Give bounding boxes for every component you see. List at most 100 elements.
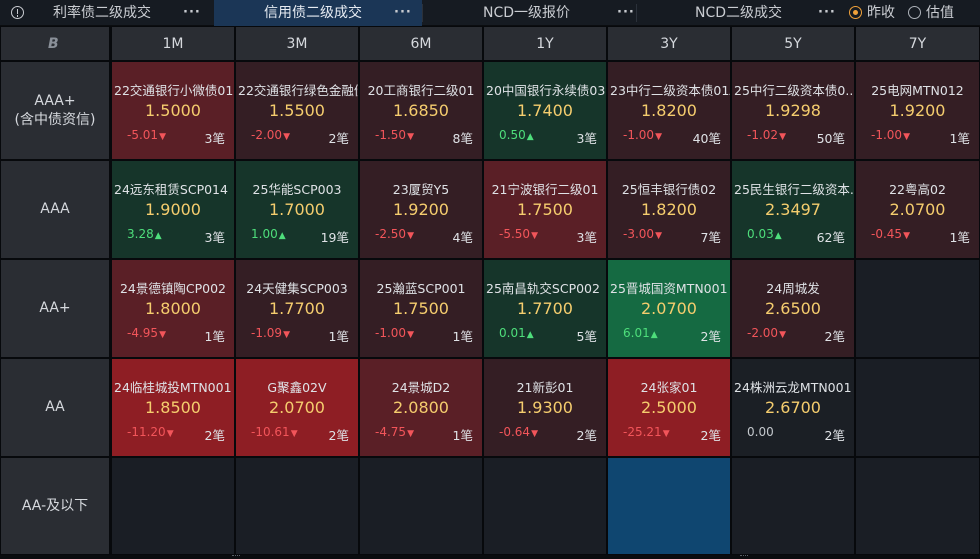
triangle-down-icon: ▼ xyxy=(407,132,414,142)
triangle-up-icon: ▲ xyxy=(526,132,534,142)
column-header-7y[interactable]: 7Y xyxy=(856,27,979,60)
column-header-1y[interactable]: 1Y xyxy=(484,27,606,60)
bond-quote-cell[interactable]: 20中国银行永续债03 1.7400 0.50▲ 3笔 xyxy=(484,62,606,159)
tab-3[interactable]: NCD一级报价 ··· xyxy=(422,0,636,26)
radio-checked-icon[interactable] xyxy=(849,6,862,19)
horizontal-resize-handle[interactable] xyxy=(0,555,980,559)
bond-quote-cell[interactable]: 22交通银行小微债01 1.5000 -5.01▼ 3笔 xyxy=(112,62,234,159)
rating-tenor-matrix: B 1M 3M 6M 1Y 3Y 5Y 7Y AAA+ (含中债资信) 22交通银行小微债01 1.5… xyxy=(0,26,980,555)
tab-4[interactable]: NCD二级成交 ··· xyxy=(636,0,840,26)
radio-unchecked-icon[interactable] xyxy=(908,6,921,19)
bond-quote-cell[interactable]: 20工商银行二级01 1.6850 -1.50▼ 8笔 xyxy=(360,62,482,159)
triangle-down-icon: ▼ xyxy=(407,429,414,439)
bond-name: 24张家01 xyxy=(640,380,698,395)
bond-quote-cell[interactable]: 25民生银行二级资本... 2.3497 0.03▲ 62笔 xyxy=(732,161,854,258)
bond-quote-cell[interactable]: 24张家01 2.5000 -25.21▼ 2笔 xyxy=(608,359,730,456)
triangle-down-icon: ▼ xyxy=(283,132,290,142)
row-header: AA+ xyxy=(1,260,109,357)
bond-quote-cell[interactable]: 24临桂城投MTN001 1.8500 -11.20▼ 2笔 xyxy=(112,359,234,456)
bond-change-value: -1.02 xyxy=(747,128,779,142)
bond-quote-cell[interactable]: 22粤高02 2.0700 -0.45▼ 1笔 xyxy=(856,161,979,258)
row-header-label: AA-及以下 xyxy=(21,497,89,514)
bond-change-value: 0.00 xyxy=(747,425,774,439)
column-header-5y[interactable]: 5Y xyxy=(732,27,854,60)
column-header-3m[interactable]: 3M xyxy=(236,27,358,60)
tab-2[interactable]: 信用债二级成交 ··· xyxy=(214,0,422,26)
trade-count: 50笔 xyxy=(816,131,845,146)
trade-count: 1笔 xyxy=(949,230,970,245)
tab-more-icon[interactable]: ··· xyxy=(617,5,635,20)
bond-change-value: -3.00 xyxy=(623,227,655,241)
bond-quote-cell[interactable]: 24株洲云龙MTN001 2.6700 0.00 2笔 xyxy=(732,359,854,456)
bond-change: 1.00▲ xyxy=(251,227,286,241)
bond-change-value: -1.00 xyxy=(375,326,407,340)
app-logo-icon: B xyxy=(48,36,59,52)
bond-rate: 1.7500 xyxy=(517,200,573,219)
column-header-1m[interactable]: 1M xyxy=(112,27,234,60)
bond-rate: 1.9200 xyxy=(889,101,946,120)
row-header-label: AA+ xyxy=(39,300,71,316)
bond-quote-cell[interactable]: 25中行二级资本债0... 1.9298 -1.02▼ 50笔 xyxy=(732,62,854,159)
triangle-down-icon: ▼ xyxy=(159,330,166,340)
bond-quote-cell[interactable]: 24景城D2 2.0800 -4.75▼ 1笔 xyxy=(360,359,482,456)
bond-quote-cell[interactable]: 25瀚蓝SCP001 1.7500 -1.00▼ 1笔 xyxy=(360,260,482,357)
bond-quote-cell[interactable]: 24远东租赁SCP014 1.9000 3.28▲ 3笔 xyxy=(112,161,234,258)
bond-quote-cell[interactable]: 21宁波银行二级01 1.7500 -5.50▼ 3笔 xyxy=(484,161,606,258)
bond-rate: 1.6850 xyxy=(393,101,449,120)
bond-rate: 2.0800 xyxy=(393,398,449,417)
triangle-up-icon: ▲ xyxy=(650,330,658,340)
triangle-down-icon: ▼ xyxy=(159,132,166,142)
bond-quote-cell[interactable]: 24景德镇陶CP002 1.8000 -4.95▼ 1笔 xyxy=(112,260,234,357)
bond-name: 21新彭01 xyxy=(516,380,574,395)
bond-rate: 2.0700 xyxy=(641,299,697,318)
tab-divider xyxy=(636,4,637,22)
bond-change-value: -5.01 xyxy=(127,128,159,142)
column-header-6m[interactable]: 6M xyxy=(360,27,482,60)
trade-count: 2笔 xyxy=(700,428,721,443)
bond-name: 24临桂城投MTN001 xyxy=(114,380,232,395)
tab-1[interactable]: 利率债二级成交 ··· xyxy=(38,0,214,26)
bond-change: -2.00▼ xyxy=(747,326,786,340)
trade-count: 2笔 xyxy=(824,329,845,344)
bond-quote-cell[interactable]: 25恒丰银行债02 1.8200 -3.00▼ 7笔 xyxy=(608,161,730,258)
bond-quote-cell[interactable]: 23中行二级资本债01A 1.8200 -1.00▼ 40笔 xyxy=(608,62,730,159)
bond-change-value: -2.00 xyxy=(747,326,779,340)
row-header: AAA+ (含中债资信) xyxy=(1,62,109,159)
bond-quote-cell[interactable]: 24天健集SCP003 1.7700 -1.09▼ 1笔 xyxy=(236,260,358,357)
bond-change-value: 6.01 xyxy=(623,326,650,340)
bond-quote-cell[interactable]: G聚鑫02V 2.0700 -10.61▼ 2笔 xyxy=(236,359,358,456)
info-circle-icon[interactable] xyxy=(11,6,24,19)
tab-more-icon[interactable]: ··· xyxy=(394,5,412,20)
bond-change-value: -2.00 xyxy=(251,128,283,142)
bond-change: 6.01▲ xyxy=(623,326,658,340)
trade-count: 2笔 xyxy=(700,329,721,344)
bond-name: 20中国银行永续债03 xyxy=(486,83,606,98)
triangle-up-icon: ▲ xyxy=(154,231,162,241)
trade-count: 1笔 xyxy=(328,329,349,344)
bond-change: 3.28▲ xyxy=(127,227,162,241)
bond-quote-cell[interactable]: 22交通银行绿色金融债 1.5500 -2.00▼ 2笔 xyxy=(236,62,358,159)
trade-count: 1笔 xyxy=(452,428,473,443)
bond-rate: 1.5000 xyxy=(145,101,201,120)
triangle-down-icon: ▼ xyxy=(662,429,670,439)
bond-quote-cell[interactable]: 25南昌轨交SCP002 1.7700 0.01▲ 5笔 xyxy=(484,260,606,357)
tab-more-icon[interactable]: ··· xyxy=(818,5,836,20)
bond-quote-cell[interactable]: 21新彭01 1.9300 -0.64▼ 2笔 xyxy=(484,359,606,456)
bond-quote-cell[interactable]: 25华能SCP003 1.7000 1.00▲ 19笔 xyxy=(236,161,358,258)
empty-quote-cell xyxy=(732,458,854,554)
radio-label: 估值 xyxy=(926,5,954,21)
column-header-3y[interactable]: 3Y xyxy=(608,27,730,60)
trade-count: 7笔 xyxy=(700,230,721,245)
bond-quote-cell[interactable]: 24周城发 2.6500 -2.00▼ 2笔 xyxy=(732,260,854,357)
bond-rate: 1.9000 xyxy=(145,200,201,219)
triangle-up-icon: ▲ xyxy=(278,231,286,241)
bond-rate: 1.8500 xyxy=(145,398,201,417)
tab-label: NCD二级成交 xyxy=(695,5,783,21)
tab-more-icon[interactable]: ··· xyxy=(183,5,201,20)
bond-quote-cell[interactable]: 25晋城国资MTN001 2.0700 6.01▲ 2笔 xyxy=(608,260,730,357)
bond-change: -1.50▼ xyxy=(375,128,414,142)
bond-quote-cell[interactable]: 23厦贸Y5 1.9200 -2.50▼ 4笔 xyxy=(360,161,482,258)
bond-change: -1.02▼ xyxy=(747,128,786,142)
trade-count: 1笔 xyxy=(949,131,970,146)
bond-quote-cell[interactable]: 25电网MTN012 1.9200 -1.00▼ 1笔 xyxy=(856,62,979,159)
